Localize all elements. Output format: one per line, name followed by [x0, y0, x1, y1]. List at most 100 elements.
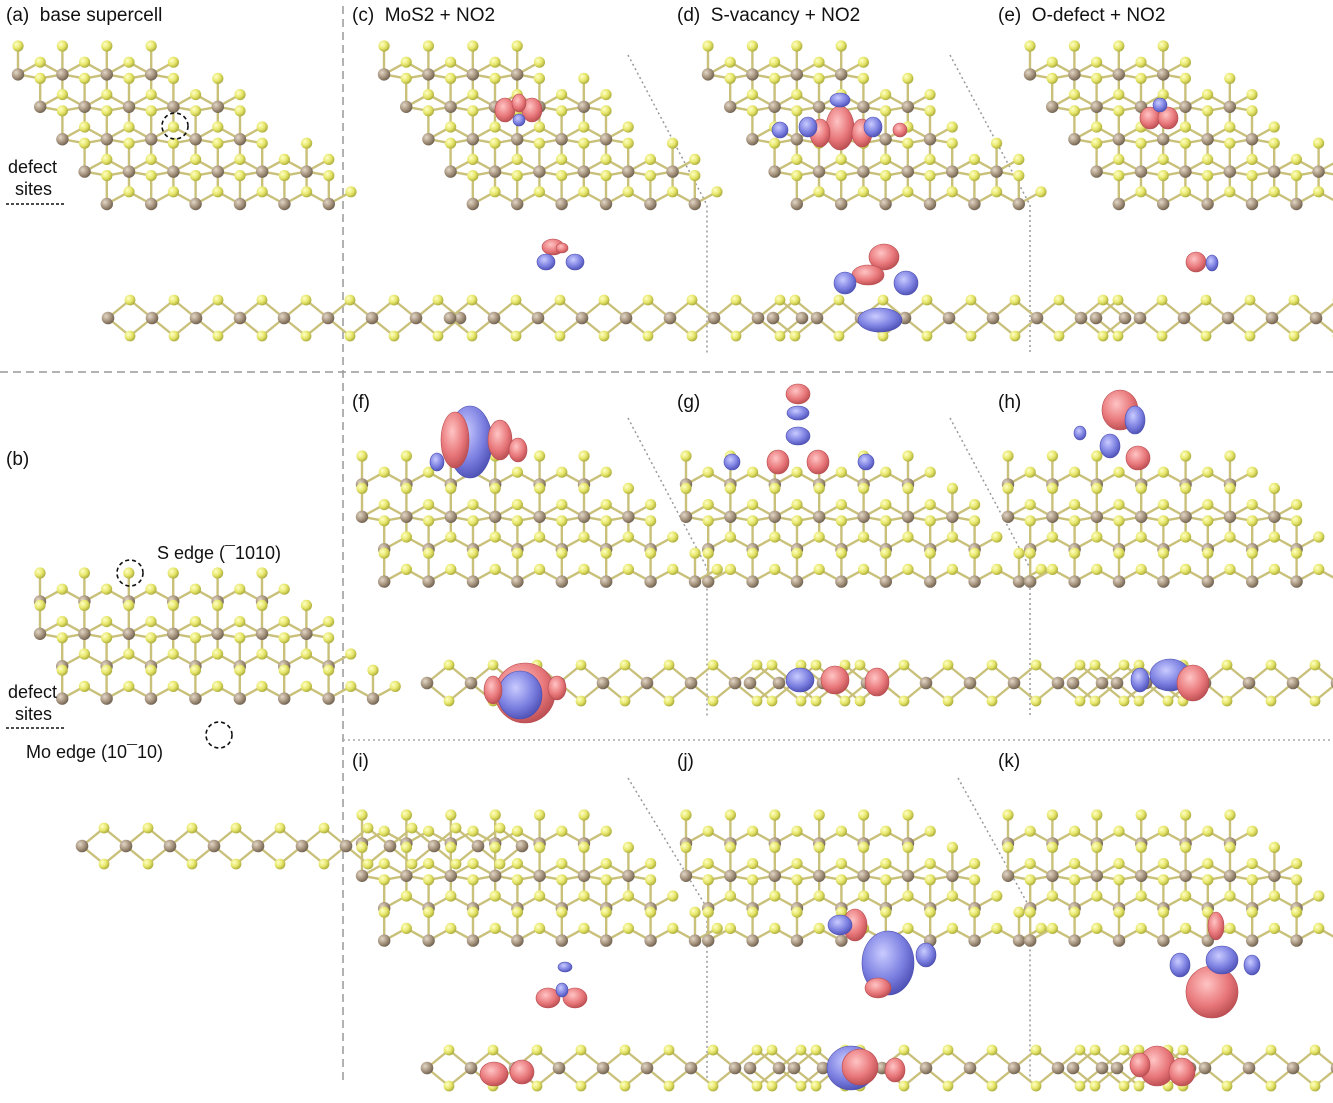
- sulfur-atom: [702, 466, 714, 478]
- sulfur-atom: [702, 547, 714, 559]
- sulfur-atom: [534, 563, 546, 576]
- sulfur-atom: [858, 809, 870, 821]
- molybdenum-atom: [790, 133, 803, 146]
- sulfur-atom: [467, 825, 479, 837]
- sulfur-atom: [1290, 170, 1302, 182]
- sulfur-atom: [921, 330, 933, 342]
- molybdenum-atom: [599, 197, 613, 211]
- molybdenum-atom: [816, 1061, 830, 1075]
- molybdenum-atom: [901, 165, 914, 178]
- molybdenum-atom: [1242, 676, 1256, 690]
- sulfur-atom: [839, 695, 851, 707]
- depletion-lobe: [555, 982, 569, 998]
- depletion-lobe: [1073, 425, 1087, 441]
- molybdenum-atom: [1179, 100, 1192, 114]
- sulfur-atom: [1133, 695, 1145, 707]
- sulfur-atom: [145, 632, 157, 644]
- accumulation-lobe: [892, 122, 908, 138]
- sulfur-atom: [880, 906, 892, 918]
- molybdenum-atom: [772, 1061, 786, 1075]
- sulfur-atom: [813, 531, 825, 543]
- sulfur-atom: [702, 40, 714, 52]
- sulfur-atom: [747, 906, 759, 918]
- molybdenum-atom: [812, 100, 826, 114]
- sulfur-atom: [1112, 294, 1124, 306]
- molybdenum-atom: [122, 100, 136, 114]
- sulfur-atom: [256, 648, 268, 660]
- sulfur-atom: [702, 874, 714, 886]
- s-edge-label: S edge (¯1010): [157, 543, 282, 563]
- molybdenum-atom: [365, 311, 379, 325]
- sulfur-atom: [1313, 890, 1325, 902]
- sulfur-atom: [1246, 547, 1258, 559]
- sulfur-atom: [1180, 809, 1192, 821]
- molybdenum-atom: [420, 676, 434, 690]
- sulfur-atom: [1097, 294, 1109, 306]
- sulfur-atom: [1135, 137, 1147, 149]
- sulfur-atom: [1013, 153, 1025, 165]
- sulfur-atom: [991, 137, 1003, 149]
- molybdenum-atom: [968, 934, 981, 947]
- molybdenum-atom: [322, 692, 335, 705]
- sulfur-atom: [600, 825, 612, 837]
- sulfur-atom: [79, 137, 91, 149]
- molybdenum-atom: [167, 627, 180, 640]
- sulfur-atom: [256, 599, 268, 612]
- monolayer-side-view: [766, 294, 1132, 342]
- sulfur-atom: [124, 294, 136, 306]
- molybdenum-atom: [1157, 133, 1170, 146]
- sulfur-atom: [167, 186, 179, 198]
- sulfur-atom: [145, 616, 157, 628]
- sulfur-atom: [556, 825, 568, 837]
- sulfur-atom: [389, 680, 401, 693]
- sulfur-atom: [1089, 695, 1101, 707]
- accumulation-lobe: [864, 667, 890, 697]
- sulfur-atom: [1091, 890, 1103, 902]
- sulfur-atom: [445, 56, 457, 68]
- sulfur-atom: [902, 186, 914, 198]
- sulfur-atom: [833, 330, 845, 342]
- sulfur-atom: [400, 72, 412, 84]
- sulfur-atom: [378, 874, 390, 886]
- monolayer-flake: [11, 40, 357, 211]
- sulfur-atom: [1179, 137, 1191, 149]
- sulfur-atom: [190, 89, 202, 101]
- sulfur-atom: [795, 1044, 807, 1056]
- sulfur-atom: [746, 105, 759, 117]
- sulfur-atom: [1309, 1044, 1321, 1056]
- sulfur-atom: [467, 515, 479, 527]
- sulfur-atom: [1046, 482, 1058, 494]
- molybdenum-atom: [78, 165, 91, 178]
- molybdenum-atom: [355, 869, 369, 882]
- accumulation-lobe: [868, 243, 900, 271]
- molybdenum-atom: [1112, 575, 1126, 588]
- sulfur-atom: [1156, 330, 1168, 342]
- monolayer-side-view: [743, 1044, 1197, 1092]
- sulfur-atom: [689, 170, 701, 182]
- accumulation-lobe: [509, 1059, 535, 1085]
- molybdenum-atom: [968, 575, 981, 588]
- sulfur-atom: [902, 841, 914, 854]
- sulfur-atom: [1113, 874, 1125, 886]
- molybdenum-atom: [810, 311, 824, 325]
- accumulation-lobe: [785, 383, 811, 405]
- sulfur-atom: [274, 822, 286, 834]
- sulfur-atom: [1112, 330, 1124, 342]
- sulfur-atom: [902, 482, 914, 494]
- sulfur-atom: [1202, 153, 1214, 165]
- sulfur-atom: [942, 659, 954, 671]
- sulfur-atom: [924, 499, 936, 511]
- molybdenum-atom: [1118, 311, 1132, 325]
- sulfur-atom: [1013, 170, 1025, 182]
- sulfur-atom: [534, 809, 546, 821]
- sulfur-atom: [1068, 105, 1080, 117]
- sulfur-atom: [79, 72, 91, 84]
- sulfur-atom: [622, 137, 634, 149]
- molybdenum-atom: [339, 839, 353, 853]
- sulfur-atom: [575, 659, 587, 671]
- sulfur-atom: [730, 330, 742, 342]
- sulfur-atom: [1200, 330, 1212, 342]
- molybdenum-atom: [511, 934, 524, 947]
- depletion-lobe: [785, 667, 815, 693]
- sulfur-atom: [79, 56, 91, 68]
